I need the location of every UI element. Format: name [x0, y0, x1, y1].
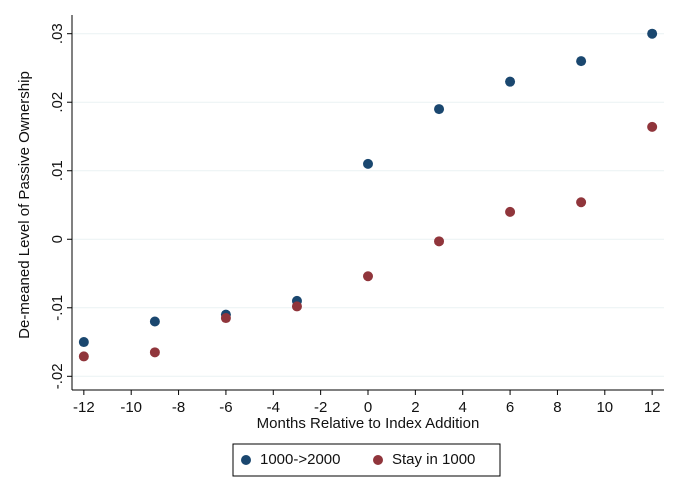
point: [78, 337, 89, 348]
point: [149, 347, 160, 358]
point: [363, 158, 373, 169]
x-tick-label: -6: [219, 399, 232, 416]
point: [505, 206, 516, 217]
point: [647, 28, 658, 39]
point: [78, 351, 89, 362]
point: [363, 271, 373, 282]
y-tick-label: -.01: [49, 295, 66, 321]
x-tick-label: -2: [314, 399, 327, 416]
x-tick-label: 6: [506, 399, 514, 416]
x-tick-label: 10: [596, 399, 613, 416]
y-tick-label: 0: [49, 235, 66, 243]
x-axis-label: Months Relative to Index Addition: [257, 415, 480, 432]
y-tick-label: .01: [49, 160, 66, 181]
point: [291, 301, 302, 312]
point: [647, 121, 658, 132]
point: [505, 76, 516, 87]
point: [149, 316, 160, 327]
x-tick-label: -12: [73, 399, 95, 416]
legend-label: Stay in 1000: [392, 451, 475, 468]
x-tick-label: 12: [644, 399, 661, 416]
x-tick-label: -8: [172, 399, 185, 416]
x-tick-label: 0: [364, 399, 372, 416]
y-tick-label: -.02: [49, 363, 66, 389]
legend-marker: [241, 455, 251, 465]
legend-label: 1000->2000: [260, 451, 341, 468]
y-tick-label: .03: [49, 23, 66, 44]
point: [434, 104, 445, 115]
x-tick-label: -4: [267, 399, 280, 416]
point: [434, 236, 445, 247]
x-tick-label: 2: [411, 399, 419, 416]
point: [576, 197, 587, 208]
point: [576, 56, 587, 67]
y-axis-label: De-meaned Level of Passive Ownership: [16, 71, 33, 339]
x-tick-label: 4: [459, 399, 467, 416]
legend-marker: [373, 455, 383, 465]
x-tick-label: -10: [120, 399, 142, 416]
x-tick-label: 8: [553, 399, 561, 416]
legend-box: [232, 443, 501, 477]
point: [220, 313, 231, 324]
y-tick-label: .02: [49, 92, 66, 113]
